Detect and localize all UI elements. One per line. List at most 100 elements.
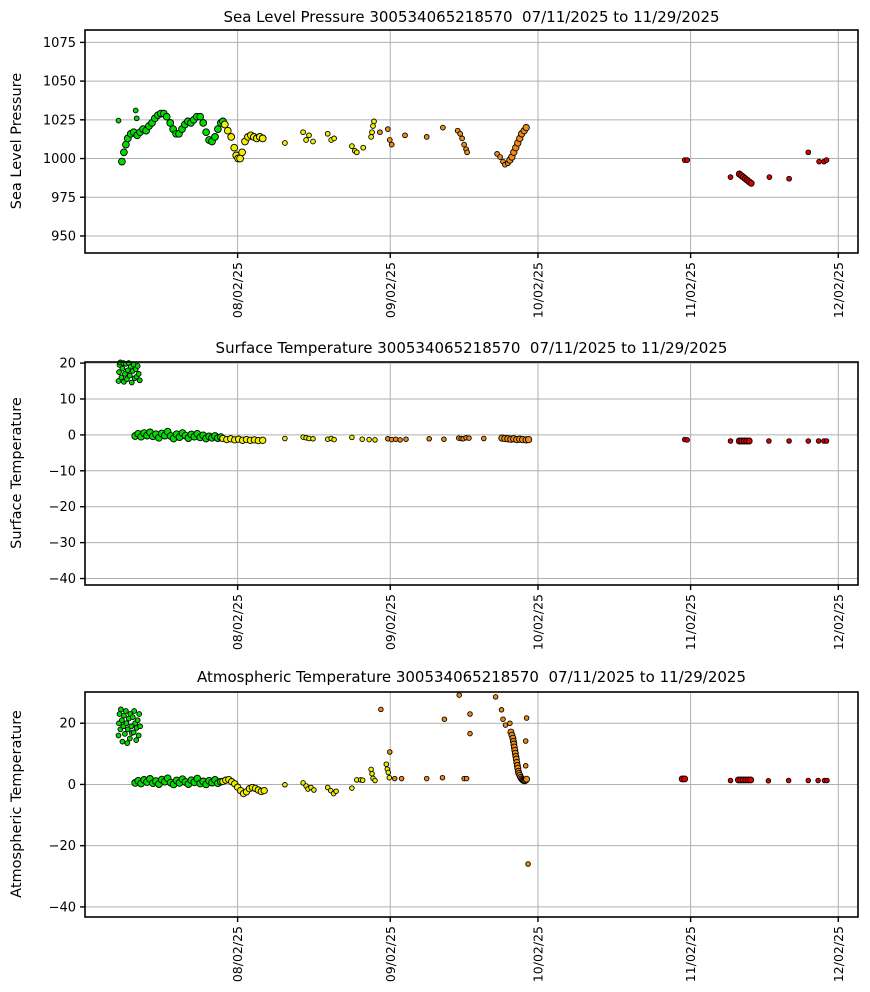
- data-point: [388, 141, 395, 148]
- series-orange-band: [498, 434, 533, 444]
- series-red-streak: [735, 170, 755, 187]
- data-point: [238, 148, 246, 157]
- series-red-blob: [678, 775, 755, 784]
- data-point: [119, 365, 126, 372]
- data-point: [128, 723, 135, 730]
- data-point: [805, 149, 812, 156]
- data-point: [122, 371, 128, 377]
- data-point: [457, 130, 464, 137]
- x-tick-label: 08/02/25: [230, 594, 245, 650]
- data-point: [310, 436, 316, 442]
- y-tick-label: 1050: [43, 75, 76, 90]
- data-point: [220, 120, 229, 129]
- data-point: [118, 157, 126, 166]
- data-point: [727, 174, 734, 180]
- data-point: [385, 769, 392, 776]
- data-point: [134, 363, 141, 369]
- data-point: [372, 437, 378, 443]
- x-tick-label: 11/02/25: [683, 262, 698, 318]
- data-point: [398, 775, 405, 782]
- series-green-cluster: [115, 359, 143, 386]
- y-tick-label: 975: [51, 191, 76, 206]
- data-point: [524, 435, 533, 444]
- x-tick-label: 11/02/25: [683, 594, 698, 650]
- data-point: [497, 154, 503, 160]
- data-point: [115, 378, 122, 384]
- chart-2: −40 −30 −20 −10 0 10 20 08/02/25 09/02/25 10/02/2…: [49, 357, 859, 650]
- data-point: [223, 126, 232, 135]
- series-orange-scatter: [385, 435, 487, 443]
- data-point: [359, 777, 366, 783]
- data-point: [311, 787, 317, 793]
- data-point: [522, 763, 529, 769]
- data-point: [464, 149, 470, 156]
- data-point: [135, 732, 142, 739]
- data-point: [118, 374, 125, 381]
- data-point: [121, 712, 127, 719]
- data-point: [525, 861, 531, 867]
- y-tick-label: −10: [49, 464, 76, 479]
- data-point: [353, 149, 360, 156]
- x-tick-label: 12/02/25: [831, 262, 846, 318]
- data-point: [324, 130, 331, 137]
- data-point: [684, 437, 690, 443]
- data-point: [123, 720, 130, 727]
- data-point: [282, 140, 288, 146]
- series-yellow-scatter: [282, 434, 378, 443]
- data-point: [122, 140, 130, 149]
- chart-1: 950 975 1000 1025 1050 1075 08/02/25 09/02/25 10…: [43, 29, 859, 318]
- data-point: [214, 125, 222, 133]
- data-point: [136, 711, 143, 717]
- data-point: [386, 774, 393, 781]
- x-tick-label: 12/02/25: [831, 594, 846, 650]
- x-tick-label: 09/02/25: [383, 926, 398, 982]
- data-point: [371, 118, 377, 125]
- plot-border: [84, 29, 859, 254]
- data-point: [492, 694, 499, 700]
- series-yellow-scatter: [282, 118, 377, 156]
- y-tick-label: 950: [51, 229, 76, 244]
- data-point: [162, 112, 171, 121]
- data-point: [684, 157, 691, 163]
- data-point: [368, 766, 374, 773]
- data-point: [502, 722, 509, 728]
- y-tick-label: −20: [49, 839, 76, 854]
- x-tick-label: 09/02/25: [383, 594, 398, 650]
- y-tick-label: −30: [49, 536, 76, 551]
- data-point: [461, 141, 467, 148]
- data-point: [359, 436, 365, 442]
- data-point: [300, 129, 306, 136]
- data-point: [331, 436, 337, 443]
- data-point: [119, 717, 125, 724]
- y-tick-label: 1000: [43, 152, 76, 167]
- data-point: [384, 126, 391, 132]
- data-point: [131, 708, 138, 714]
- data-point: [378, 706, 384, 713]
- data-point: [124, 726, 131, 733]
- data-point: [681, 775, 689, 783]
- y-tick-label: 20: [59, 357, 76, 372]
- data-point: [823, 157, 830, 163]
- data-point: [426, 436, 432, 442]
- data-point: [133, 737, 140, 743]
- series-green-band: [131, 774, 225, 789]
- data-point: [386, 137, 393, 143]
- data-point: [815, 777, 821, 784]
- data-point: [116, 369, 122, 375]
- data-point: [403, 436, 409, 442]
- data-point: [467, 711, 473, 717]
- data-point: [129, 714, 136, 720]
- data-point: [500, 716, 506, 722]
- data-point: [199, 119, 208, 127]
- data-point: [349, 143, 355, 149]
- data-point: [126, 372, 133, 379]
- x-tick-label: 10/02/25: [530, 926, 545, 982]
- data-point: [368, 134, 374, 140]
- y-tick-label: 1025: [43, 113, 76, 128]
- series-green-band: [118, 109, 227, 166]
- series-green-cluster: [115, 706, 143, 746]
- data-point: [123, 708, 129, 714]
- y-tick-label: −20: [49, 500, 76, 515]
- data-point: [133, 115, 140, 122]
